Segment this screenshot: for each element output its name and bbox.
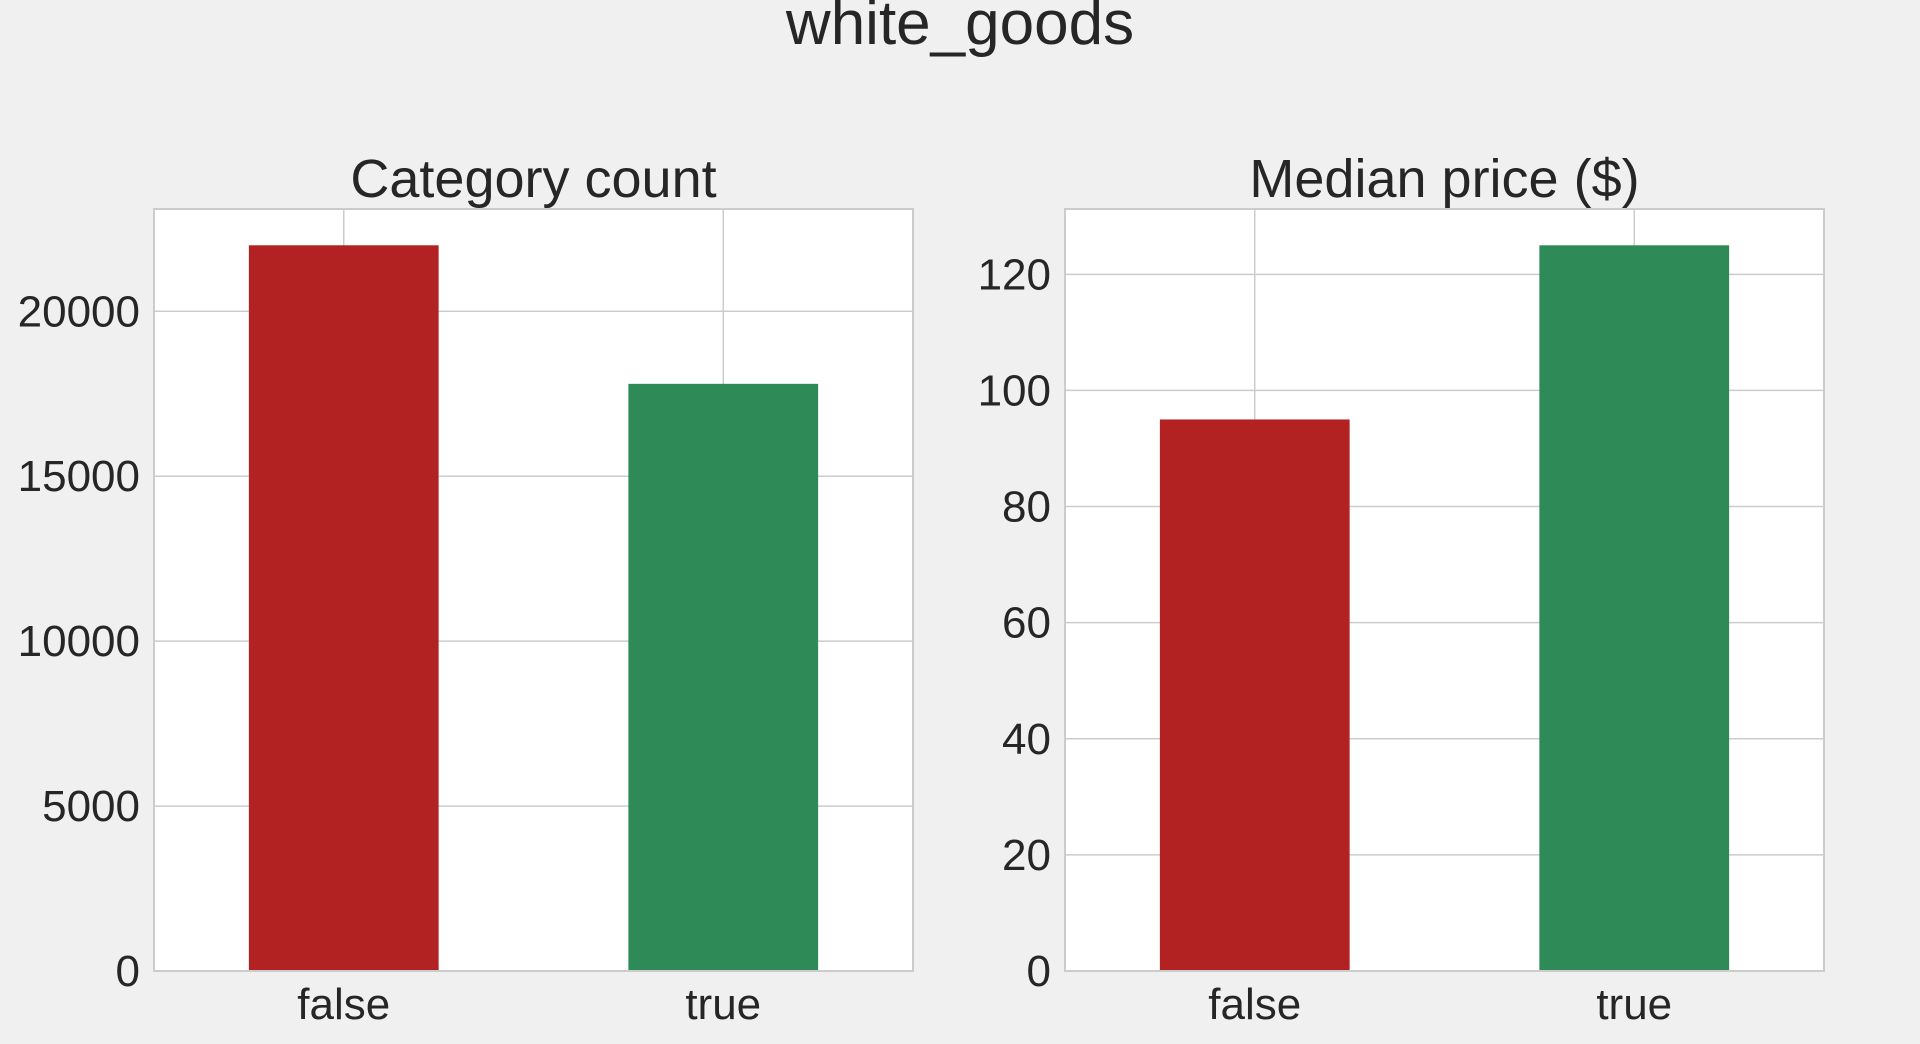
- y-tick-label: 120: [978, 250, 1051, 299]
- plot-border: [1064, 208, 1825, 972]
- bar-false: [248, 245, 439, 972]
- y-tick-label: 5000: [42, 782, 140, 831]
- y-tick-label: 15000: [18, 452, 140, 501]
- x-tick-label: true: [685, 980, 761, 1029]
- y-tick-label: 60: [1002, 599, 1051, 648]
- plot-border: [153, 208, 914, 972]
- chart-2: 0 20 40 60 80 100 120 false true Median price ($): [978, 149, 1825, 1029]
- y-tick-label: 0: [116, 947, 140, 996]
- x-tick-label: false: [1208, 980, 1301, 1029]
- y-tick-label: 0: [1027, 947, 1051, 996]
- y-tick-label: 100: [978, 366, 1051, 415]
- bar-true: [1539, 245, 1730, 972]
- chart-title: Median price ($): [1249, 149, 1639, 209]
- chart-1: 0 5000 10000 15000 20000 false true Category co…: [18, 149, 914, 1029]
- y-tick-label: 10000: [18, 617, 140, 666]
- y-tick-label: 40: [1002, 715, 1051, 764]
- figure-title: white_goods: [785, 0, 1134, 58]
- y-tick-label: 80: [1002, 483, 1051, 532]
- x-tick-label: true: [1596, 980, 1672, 1029]
- chart-title: Category count: [350, 149, 716, 209]
- bar-false: [1159, 419, 1350, 971]
- y-tick-label: 20000: [18, 287, 140, 336]
- bar-true: [628, 383, 819, 971]
- y-tick-label: 20: [1002, 831, 1051, 880]
- x-tick-label: false: [297, 980, 390, 1029]
